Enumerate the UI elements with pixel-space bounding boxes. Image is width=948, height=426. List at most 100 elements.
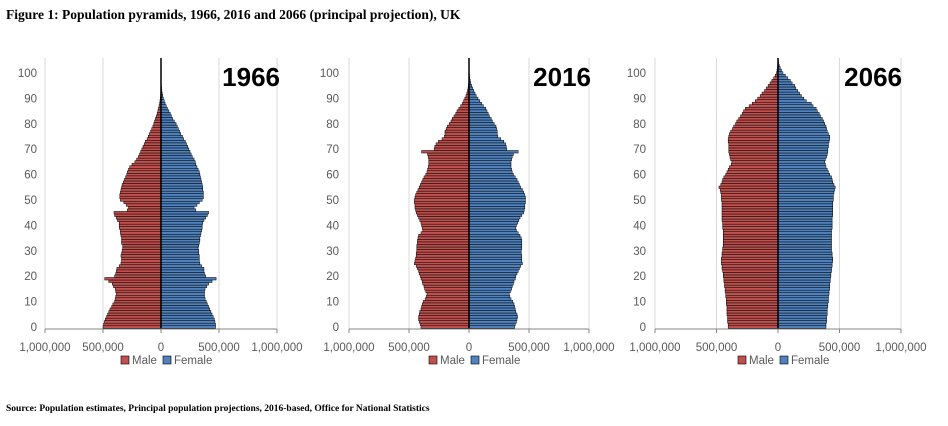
male-bar (726, 305, 779, 309)
male-bar (120, 261, 162, 266)
female-bar (777, 261, 833, 266)
y-tick-label: 10 (326, 297, 339, 309)
male-bar (721, 201, 779, 205)
female-bar (468, 175, 516, 179)
male-bar (721, 180, 779, 184)
female-bar (777, 112, 820, 116)
female-bar (160, 170, 200, 174)
female-bar (777, 213, 833, 217)
male-bar (416, 244, 470, 248)
male-bar (414, 206, 470, 210)
male-bar (420, 221, 470, 225)
female-bar (468, 180, 519, 184)
male-bar (723, 234, 779, 238)
female-bar (468, 190, 524, 194)
legend-male-label: Male (440, 355, 465, 367)
male-bar (128, 168, 162, 172)
female-bar (160, 140, 186, 144)
male-bar (723, 279, 779, 283)
female-bar (468, 223, 517, 227)
female-bar (777, 307, 828, 311)
female-bar (160, 315, 214, 319)
female-bar (160, 317, 215, 321)
male-bar (766, 86, 779, 90)
female-bar (777, 312, 828, 316)
female-bar (777, 152, 828, 156)
male-bar (448, 122, 470, 126)
y-tick-label: 50 (633, 195, 646, 207)
y-tick-label: 20 (326, 271, 339, 283)
male-bar (438, 140, 470, 144)
female-bar (468, 94, 477, 98)
female-bar (777, 284, 830, 288)
legend-female-swatch (470, 355, 480, 365)
female-bar (160, 211, 209, 215)
female-bar (468, 307, 516, 311)
female-bar (160, 119, 175, 123)
male-bar (113, 211, 162, 215)
male-bar (419, 310, 470, 314)
male-bar (726, 300, 779, 304)
male-bar (724, 287, 779, 291)
male-bar (723, 175, 779, 179)
female-bar (777, 322, 827, 326)
male-bar (116, 267, 162, 271)
female-bar (777, 198, 834, 202)
female-bar (160, 231, 202, 235)
male-bar (108, 310, 162, 314)
female-bar (468, 104, 484, 108)
male-bar (721, 251, 779, 255)
male-bar (145, 140, 162, 144)
male-bar (729, 165, 779, 169)
female-bar (160, 322, 216, 326)
female-bar (468, 201, 526, 205)
female-bar (468, 211, 524, 215)
male-bar (147, 134, 162, 139)
female-bar (468, 226, 517, 230)
male-bar (421, 279, 470, 283)
year-label: 2066 (844, 62, 902, 92)
male-bar (723, 241, 779, 245)
female-bar (777, 256, 833, 260)
female-bar (777, 185, 836, 189)
female-bar (160, 279, 213, 283)
female-bar (160, 160, 196, 164)
female-bar (777, 96, 805, 100)
female-bar (777, 109, 818, 113)
y-tick-label: 30 (326, 246, 339, 258)
male-bar (731, 160, 779, 164)
male-bar (140, 150, 162, 154)
male-bar (121, 256, 162, 260)
male-bar (738, 117, 779, 121)
x-tick-label: 500,000 (696, 342, 738, 354)
female-bar (777, 305, 829, 309)
female-bar (468, 234, 521, 238)
female-bar (777, 193, 834, 197)
male-bar (122, 246, 162, 250)
male-bar (116, 216, 162, 220)
female-bar (160, 198, 203, 202)
female-bar (468, 147, 508, 151)
female-bar (160, 109, 170, 113)
y-tick-label: 60 (326, 170, 339, 182)
female-bar (468, 142, 506, 146)
male-bar (127, 170, 162, 174)
female-bar (777, 74, 786, 78)
male-bar (420, 274, 470, 278)
female-bar (468, 231, 519, 235)
female-bar (777, 239, 832, 243)
male-bar (109, 307, 162, 311)
female-bar (777, 282, 830, 286)
female-bar (468, 284, 513, 288)
male-bar (455, 112, 470, 116)
male-bar (757, 96, 779, 100)
female-bar (468, 117, 492, 121)
female-bar (160, 195, 204, 199)
male-bar (415, 193, 470, 197)
y-tick-label: 80 (24, 119, 37, 131)
female-bar (777, 289, 830, 293)
female-bar (468, 145, 507, 149)
male-bar (450, 119, 470, 123)
female-bar (160, 300, 207, 304)
female-bar (160, 256, 200, 260)
